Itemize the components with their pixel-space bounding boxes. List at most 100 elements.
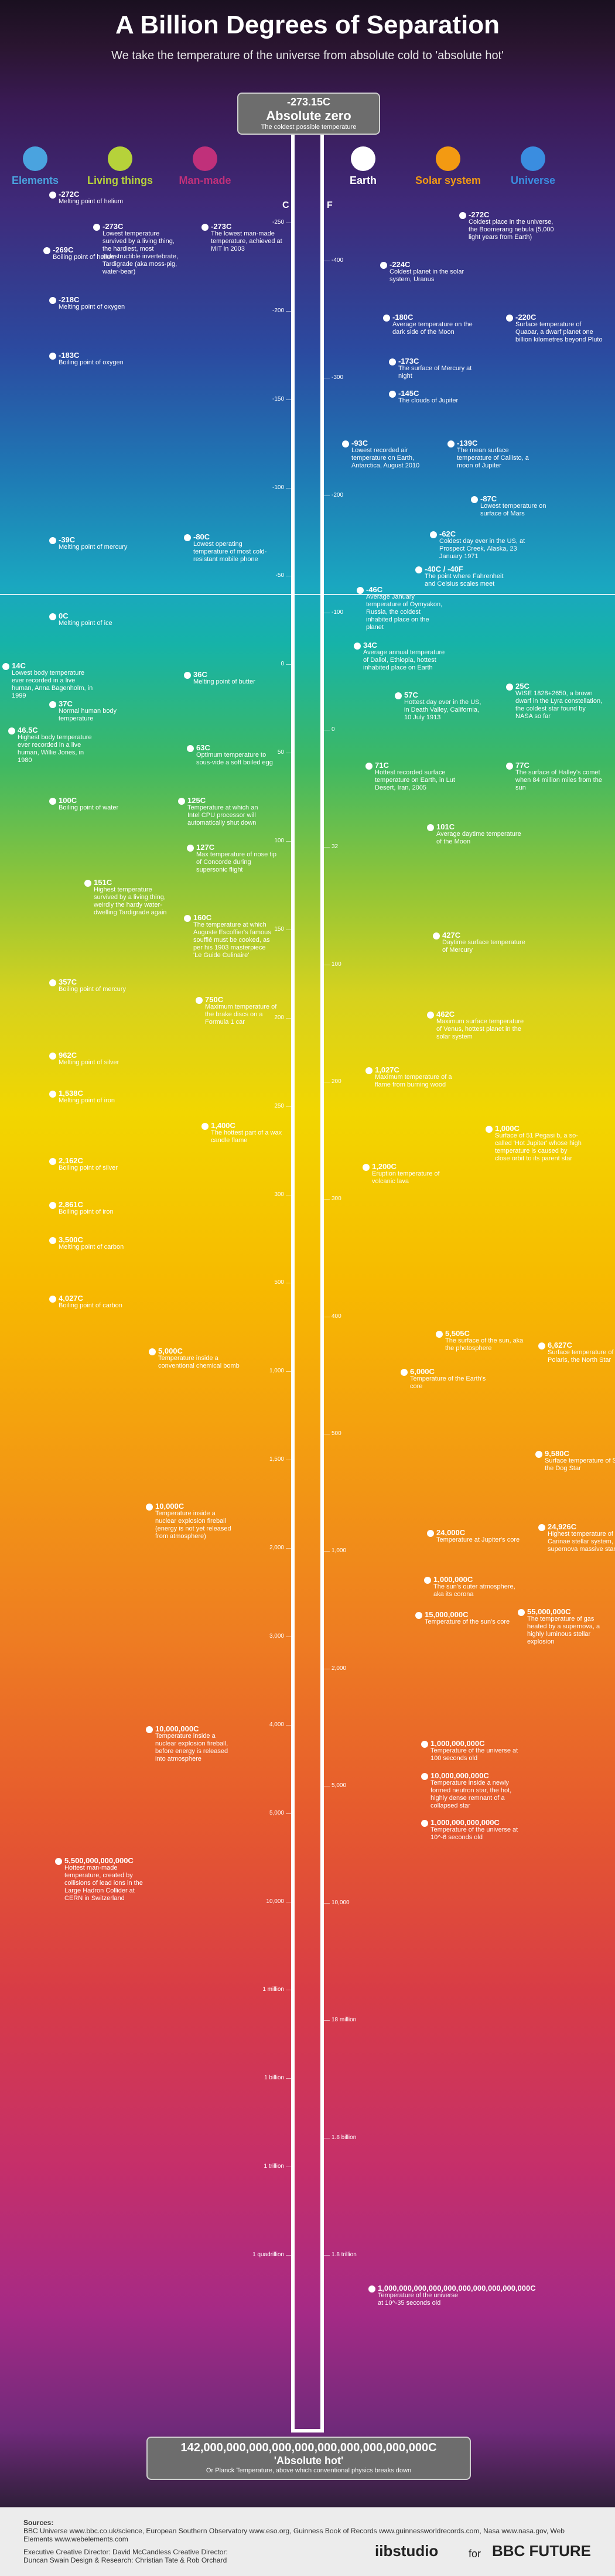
temperature-label: 6,000C Temperature of the Earth's core: [410, 1368, 492, 1391]
marker-dot: [146, 1726, 153, 1733]
temperature-label: -272C Melting point of helium: [59, 190, 141, 206]
scale-tick-label: 100: [332, 961, 341, 968]
temperature-description: Temperature of the sun's core: [425, 1618, 510, 1625]
scale-tick-label: 10,000: [266, 1898, 284, 1905]
temperature-value: -273C: [211, 222, 232, 231]
marker-dot: [380, 262, 387, 269]
scale-tick-label: 5,000: [332, 1782, 347, 1789]
temperature-description: Surface temperature of Polaris, the Nort…: [548, 1349, 614, 1364]
temperature-value: 46.5C: [18, 726, 38, 734]
absolute-hot-box: 142,000,000,000,000,000,000,000,000,000,…: [146, 2437, 471, 2480]
scale-tick-label: -150: [272, 395, 284, 402]
temperature-label: -273C Lowest temperature survived by a li…: [102, 223, 184, 276]
temperature-description: Temperature at Jupiter's core: [436, 1536, 520, 1543]
marker-dot: [365, 1067, 373, 1074]
logo-bbc-future: BBC FUTURE: [492, 2542, 591, 2560]
temperature-label: -180C Average temperature on the dark sid…: [392, 313, 474, 336]
category-man-made: Man-made: [170, 146, 240, 187]
temperature-description: Average daytime temperature of the Moon: [436, 831, 521, 845]
absolute-zero-note: The coldest possible temperature: [261, 124, 357, 131]
temperature-value: 34C: [363, 641, 377, 650]
scale-tick: [286, 664, 292, 665]
marker-dot: [93, 224, 100, 231]
temperature-value: 6,000C: [410, 1367, 435, 1376]
temperature-description: Average annual temperature of Dallol, Et…: [363, 649, 445, 671]
temperature-description: The sun's outer atmosphere, aka its coro…: [433, 1583, 515, 1598]
temperature-value: 1,000,000,000,000C: [430, 1818, 500, 1827]
category-elements: Elements: [0, 146, 70, 187]
temperature-description: The lowest man-made temperature, achieve…: [211, 230, 282, 252]
scale-tick-label: -200: [272, 307, 284, 314]
temperature-value: -220C: [515, 313, 537, 322]
temperature-description: Highest temperature of the Eta Carinae s…: [548, 1530, 615, 1553]
marker-dot: [368, 2285, 375, 2293]
scale-tick-label: -400: [332, 257, 344, 264]
marker-dot: [49, 297, 56, 304]
temperature-value: 1,000,000,000C: [430, 1739, 485, 1748]
temperature-description: Melting point of mercury: [59, 544, 128, 551]
scale-tick: [324, 847, 330, 848]
absolute-hot-note: Or Planck Temperature, above which conve…: [206, 2467, 412, 2474]
category-icon: [521, 146, 545, 171]
page-subtitle: We take the temperature of the universe …: [111, 49, 504, 62]
temperature-description: Boiling point of mercury: [59, 986, 126, 993]
temperature-label: 1,400C The hottest part of a wax candle f…: [211, 1122, 293, 1144]
temperature-label: 127C Max temperature of nose tip of Conco…: [196, 843, 278, 874]
temperature-label: 5,000C Temperature inside a conventional …: [158, 1347, 240, 1370]
temperature-description: Highest temperature survived by a living…: [94, 886, 167, 916]
temperature-value: -93C: [351, 439, 368, 447]
scale-tick-label: 50: [277, 749, 284, 756]
marker-dot: [2, 663, 9, 670]
marker-dot: [146, 1504, 153, 1511]
temperature-value: -224C: [390, 260, 411, 269]
scale-tick-label: 1,000: [269, 1368, 284, 1375]
temperature-value: -269C: [53, 245, 74, 254]
temperature-value: 36C: [193, 670, 207, 679]
marker-dot: [427, 824, 434, 831]
temperature-value: 1,000,000C: [433, 1575, 473, 1584]
scale-tick: [324, 2255, 330, 2256]
temperature-label: 25C WISE 1828+2650, a brown dwarf in the …: [515, 682, 603, 720]
scale-tick-label: 100: [274, 838, 284, 845]
temperature-value: 160C: [193, 913, 212, 922]
scale-tick-label: 1,500: [269, 1456, 284, 1463]
marker-dot: [535, 1451, 542, 1458]
marker-dot: [49, 1237, 56, 1244]
temperature-label: 1,000,000,000C Temperature of the univers…: [430, 1740, 518, 1762]
marker-dot: [49, 701, 56, 708]
scale-tick-label: 200: [332, 1078, 341, 1085]
temperature-value: 10,000C: [155, 1502, 184, 1511]
scale-tick-label: 300: [332, 1195, 341, 1202]
temperature-value: 750C: [205, 995, 224, 1004]
marker-dot: [395, 692, 402, 699]
temperature-description: Lowest recorded air temperature on Earth…: [351, 447, 420, 469]
temperature-description: Temperature at which an Intel CPU proces…: [187, 804, 258, 826]
marker-dot: [486, 1126, 493, 1133]
temperature-description: Lowest operating temperature of most col…: [193, 541, 267, 563]
marker-dot: [427, 1012, 434, 1019]
temperature-value: 3,500C: [59, 1235, 83, 1244]
marker-dot: [389, 358, 396, 365]
temperature-description: The surface of Mercury at night: [398, 365, 472, 380]
absolute-hot-value: 142,000,000,000,000,000,000,000,000,000,…: [180, 2441, 437, 2454]
temperature-description: Melting point of ice: [59, 620, 112, 627]
temperature-description: Lowest temperature survived by a living …: [102, 230, 179, 275]
credits-line-2: Duncan Swain Design & Research: Christia…: [23, 2556, 227, 2564]
marker-dot: [49, 979, 56, 986]
sources-title: Sources:: [23, 2519, 54, 2527]
scale-tick: [286, 2255, 292, 2256]
temperature-description: Temperature of the universe at 100 secon…: [430, 1747, 518, 1762]
marker-dot: [357, 587, 364, 594]
temperature-value: -62C: [439, 529, 456, 538]
category-label: Universe: [510, 175, 556, 186]
marker-dot: [201, 224, 209, 231]
temperature-label: 1,538C Melting point of iron: [59, 1089, 141, 1105]
temperature-description: The temperature of gas heated by a super…: [527, 1615, 600, 1645]
marker-dot: [43, 247, 50, 254]
category-solar-system: Solar system: [413, 146, 483, 187]
temperature-label: 2,162C Boiling point of silver: [59, 1157, 141, 1172]
scale-tick-label: -250: [272, 219, 284, 226]
scale-tick-label: 500: [332, 1430, 341, 1437]
temperature-label: -183C Boiling point of oxygen: [59, 351, 141, 367]
marker-dot: [49, 1053, 56, 1060]
